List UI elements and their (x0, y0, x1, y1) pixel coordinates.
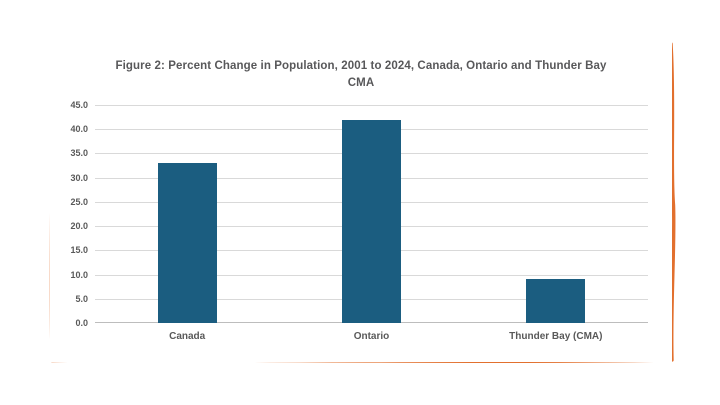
y-tick-label: 30.0 (70, 172, 88, 183)
bar-thunder-bay-cma (526, 279, 586, 323)
x-tick-label: Ontario (353, 331, 390, 342)
bar-canada (157, 163, 217, 323)
chart-title: Figure 2: Percent Change in Population, … (115, 60, 607, 89)
chart-card: Figure 2: Percent Change in Population, … (50, 42, 672, 362)
x-tick-label: Thunder Bay (CMA) (509, 331, 603, 342)
gridline (95, 105, 648, 106)
plot-area (95, 105, 648, 323)
x-tick-label: Canada (169, 331, 206, 342)
y-tick-label: 0.0 (75, 318, 88, 328)
y-tick-label: 10.0 (70, 269, 88, 280)
y-tick-label: 35.0 (70, 148, 88, 159)
y-tick-label: 25.0 (70, 196, 88, 207)
y-tick-label: 5.0 (75, 293, 88, 304)
bar-ontario (342, 119, 401, 323)
y-tick-label: 15.0 (70, 245, 88, 256)
y-tick-label: 40.0 (70, 124, 88, 135)
y-tick-label: 20.0 (70, 221, 88, 232)
y-tick-label: 45.0 (70, 100, 88, 110)
